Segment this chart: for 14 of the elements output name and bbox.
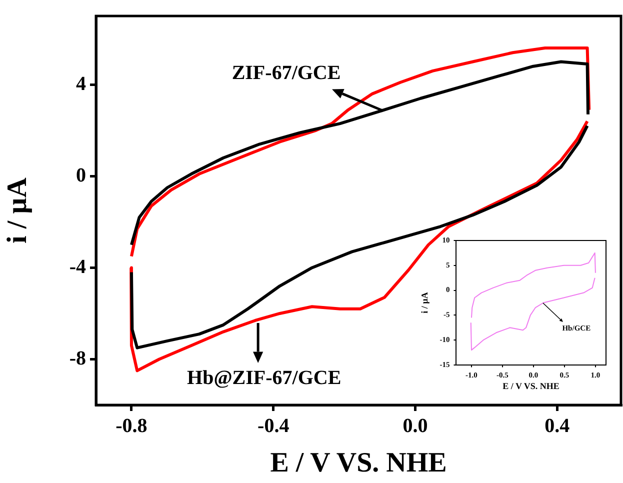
- y-tick-label: 0: [76, 164, 86, 186]
- x-tick-label: -0.8: [116, 415, 148, 438]
- y-tick-label: 4: [76, 72, 86, 95]
- y-tick-label: -8: [69, 347, 86, 370]
- x-tick-label: -0.4: [258, 415, 290, 438]
- x-tick-label: 0.0: [402, 415, 428, 438]
- y-axis-title: i / µA: [2, 176, 34, 244]
- x-tick-label: 0.4: [544, 415, 570, 438]
- x-axis-title: E / V VS. NHE: [502, 380, 560, 391]
- y-axis-title: i / µA: [420, 292, 430, 314]
- annotation: Hb@ZIF-67/GCE: [187, 366, 342, 389]
- annotation: ZIF-67/GCE: [232, 62, 341, 84]
- y-tick-label: -4: [69, 256, 86, 278]
- x-axis-title: E / V VS. NHE: [270, 447, 447, 478]
